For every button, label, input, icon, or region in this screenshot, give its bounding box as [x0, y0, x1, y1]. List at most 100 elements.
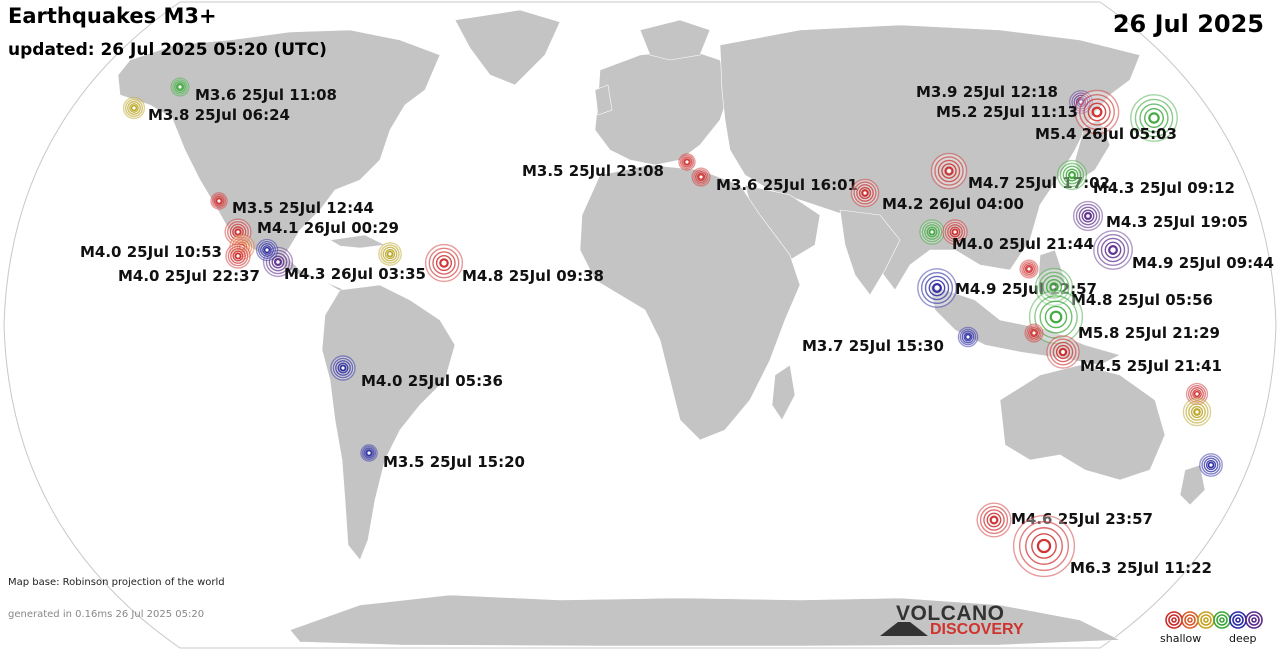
quake-epicenter: [1111, 248, 1115, 252]
quake-marker[interactable]: [957, 326, 979, 348]
quake-ring: [1078, 206, 1098, 226]
quake-ring: [361, 445, 377, 461]
quake-ring: [679, 154, 695, 170]
quake-label: M3.5 25Jul 23:08: [522, 162, 664, 180]
quake-ring: [1207, 461, 1215, 469]
quake-ring: [337, 362, 349, 374]
quake-marker[interactable]: [1072, 200, 1104, 232]
updated-timestamp: updated: 26 Jul 2025 05:20 (UTC): [8, 40, 327, 60]
quake-marker[interactable]: [1024, 323, 1044, 343]
quake-epicenter: [236, 254, 240, 258]
quake-marker[interactable]: [122, 96, 146, 120]
quake-ring: [1026, 266, 1032, 272]
quake-marker[interactable]: [691, 167, 711, 187]
quake-marker[interactable]: [1019, 259, 1039, 279]
quake-epicenter: [935, 286, 939, 290]
quake-marker[interactable]: [1199, 453, 1223, 477]
quake-ring: [928, 279, 946, 297]
quake-marker[interactable]: [1182, 397, 1212, 427]
quake-ring: [335, 360, 351, 376]
quake-marker[interactable]: [360, 444, 378, 462]
quake-marker[interactable]: [942, 219, 968, 245]
quake-ring: [262, 245, 272, 255]
quake-ring: [989, 515, 999, 525]
quake-marker[interactable]: [930, 152, 968, 190]
quake-marker[interactable]: [678, 153, 696, 171]
quake-marker[interactable]: [1046, 335, 1080, 369]
quake-ring: [432, 251, 456, 275]
quake-ring: [951, 228, 959, 236]
quake-ring: [365, 449, 373, 457]
quake-ring: [257, 240, 277, 260]
volcano-discovery-logo[interactable]: VOLCANO DISCOVERY: [880, 602, 1040, 642]
quake-ring: [1023, 263, 1035, 275]
legend-ring: [1248, 614, 1260, 626]
land-caribbean: [329, 234, 387, 249]
quake-ring: [1083, 98, 1111, 126]
quake-ring: [1059, 162, 1085, 188]
quake-label: M6.3 25Jul 11:22: [1070, 559, 1212, 577]
quake-ring: [1190, 405, 1204, 419]
quake-marker[interactable]: [850, 178, 880, 208]
quake-epicenter: [1042, 544, 1046, 548]
quake-ring: [1049, 338, 1077, 366]
quake-ring: [1188, 403, 1206, 421]
quake-ring: [921, 221, 943, 243]
quake-ring: [1081, 209, 1095, 223]
quake-marker[interactable]: [1185, 382, 1209, 406]
quake-label: M4.3 26Jul 03:35: [284, 265, 426, 283]
quake-ring: [1087, 102, 1107, 122]
quake-marker[interactable]: [255, 238, 279, 262]
quake-label: M5.4 26Jul 05:03: [1035, 125, 1177, 143]
quake-marker[interactable]: [917, 268, 957, 308]
quake-marker[interactable]: [1056, 159, 1088, 191]
quake-marker[interactable]: [1074, 89, 1120, 135]
quake-epicenter: [276, 260, 280, 264]
quake-marker[interactable]: [1028, 289, 1084, 345]
quake-epicenter: [685, 160, 689, 164]
quake-label: M4.0 25Jul 21:44: [952, 235, 1094, 253]
quake-marker[interactable]: [976, 502, 1012, 538]
quake-ring: [263, 246, 271, 254]
legend-ring: [1235, 617, 1241, 623]
quake-marker[interactable]: [170, 77, 190, 97]
quake-ring: [964, 333, 972, 341]
legend-shallow-label: shallow: [1160, 632, 1202, 645]
quake-epicenter: [132, 106, 136, 110]
quake-marker[interactable]: [225, 243, 251, 269]
quake-epicenter: [1209, 463, 1213, 467]
quake-ring: [1185, 400, 1209, 424]
land-india: [839, 209, 901, 296]
quake-ring: [920, 271, 954, 305]
land-scandinavia: [639, 19, 711, 61]
quake-ring: [858, 186, 872, 200]
quake-marker[interactable]: [919, 219, 945, 245]
quake-label: M4.0 25Jul 05:36: [361, 372, 503, 390]
quake-ring: [211, 193, 227, 209]
quake-label: M4.8 25Jul 09:38: [462, 267, 604, 285]
quake-ring: [339, 364, 347, 372]
quake-epicenter: [863, 191, 867, 195]
quake-marker[interactable]: [1012, 514, 1076, 578]
quake-epicenter: [1152, 116, 1156, 120]
quake-marker[interactable]: [1069, 90, 1093, 114]
quake-ring: [271, 255, 285, 269]
map-date: 26 Jul 2025: [1112, 10, 1264, 38]
quake-ring: [961, 330, 975, 344]
quake-ring: [232, 250, 244, 262]
quake-ring: [172, 79, 188, 95]
quake-marker[interactable]: [1130, 94, 1178, 142]
quake-epicenter: [1032, 331, 1036, 335]
quake-ring: [1187, 384, 1207, 404]
quake-ring: [683, 158, 691, 166]
legend-ring: [1187, 617, 1193, 623]
land-uk: [594, 84, 613, 116]
quake-marker[interactable]: [210, 192, 228, 210]
quake-marker[interactable]: [424, 243, 464, 283]
quake-marker[interactable]: [330, 355, 356, 381]
quake-marker[interactable]: [378, 242, 402, 266]
quake-marker[interactable]: [1093, 230, 1133, 270]
landmasses: [117, 9, 1206, 647]
quake-ring: [175, 82, 185, 92]
quake-ring: [234, 228, 242, 236]
